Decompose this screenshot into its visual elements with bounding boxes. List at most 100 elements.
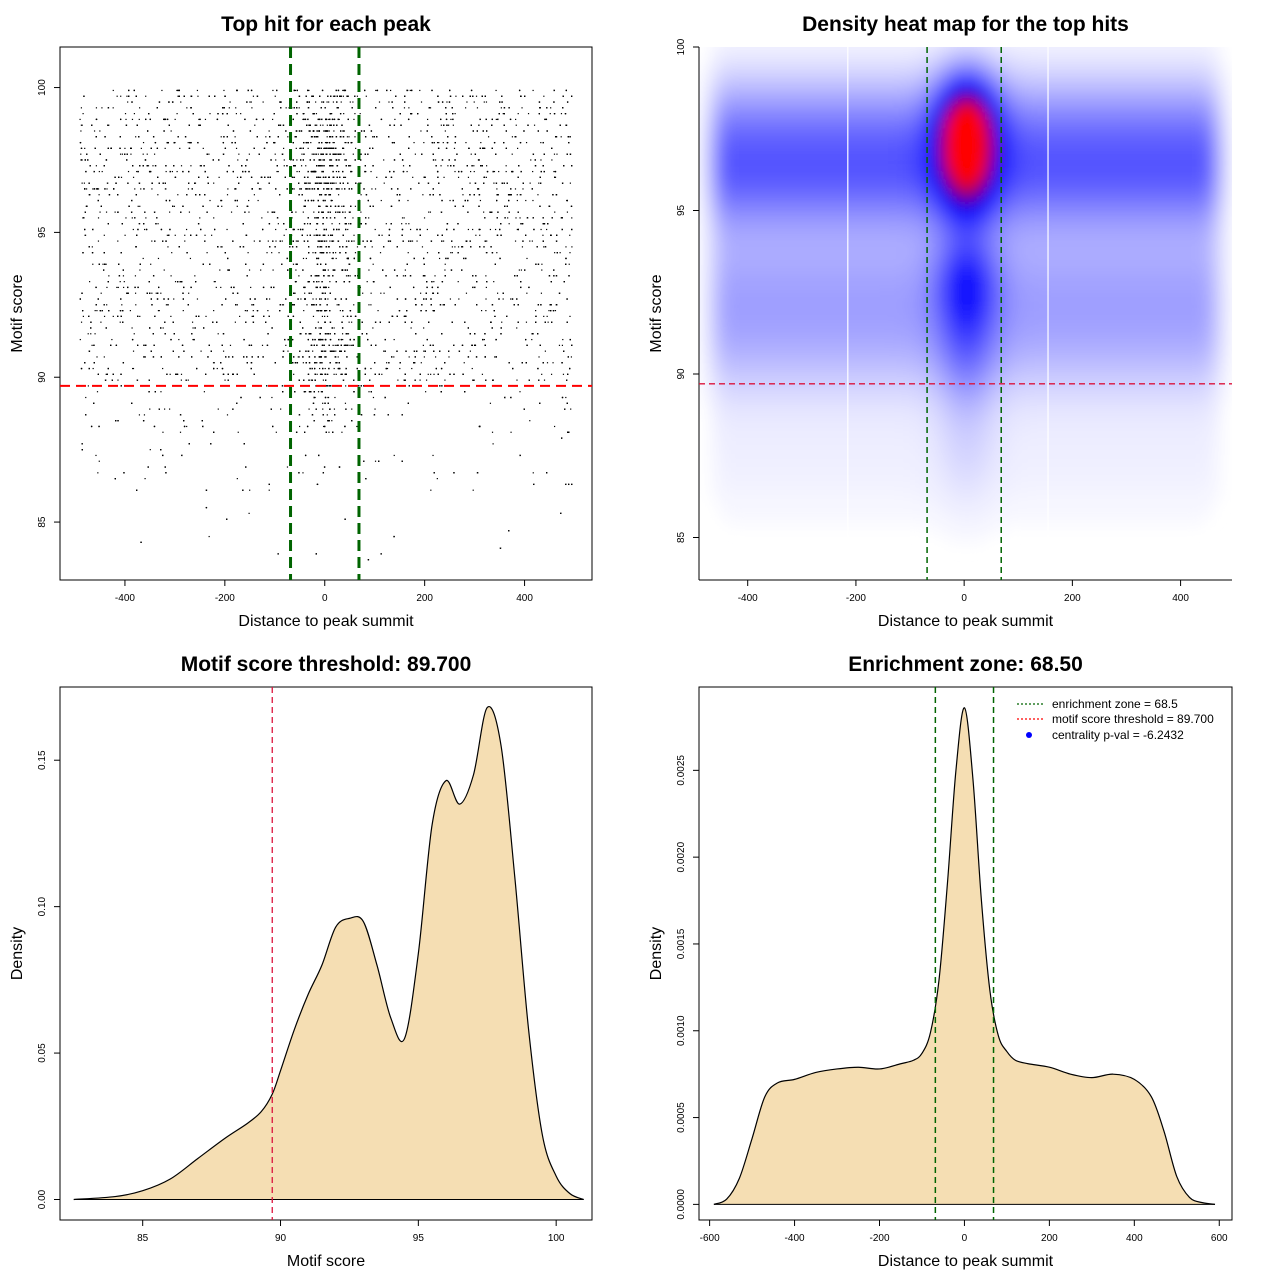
scatter-point	[494, 315, 496, 317]
scatter-point	[386, 362, 388, 364]
scatter-point	[174, 141, 176, 144]
scatter-point	[351, 344, 353, 346]
scatter-point	[125, 217, 127, 219]
scatter-point	[150, 263, 152, 265]
scatter-point	[80, 107, 83, 109]
scatter-point	[132, 228, 134, 231]
scatter-point	[376, 176, 378, 178]
scatter-point	[120, 95, 122, 97]
scatter-point	[511, 153, 513, 155]
scatter-point	[342, 147, 345, 149]
scatter-point	[315, 362, 317, 364]
scatter-point	[434, 356, 437, 358]
scatter-point	[345, 275, 348, 277]
scatter-point	[213, 310, 215, 312]
scatter-point	[552, 362, 554, 364]
scatter-point	[454, 170, 456, 173]
scatter-point	[353, 240, 355, 242]
scatter-point	[222, 350, 225, 352]
scatter-point	[538, 356, 540, 358]
scatter-point	[339, 310, 341, 312]
scatter-point	[194, 182, 197, 184]
scatter-point	[203, 391, 205, 393]
scatter-point	[375, 89, 377, 92]
scatter-point	[331, 420, 333, 422]
scatter-point	[214, 281, 216, 283]
scatter-point	[467, 176, 470, 178]
scatter-point	[525, 321, 528, 323]
scatter-point	[158, 310, 160, 312]
scatter-point	[335, 170, 338, 173]
scatter-point	[407, 252, 409, 254]
scatter-point	[558, 344, 561, 346]
scatter-point	[569, 234, 571, 236]
scatter-point	[180, 379, 182, 381]
scatter-point	[485, 275, 487, 277]
scatter-point	[540, 141, 542, 144]
scatter-point	[480, 310, 483, 312]
scatter-point	[327, 234, 330, 236]
scatter-point	[332, 95, 335, 97]
scatter-point	[319, 246, 321, 248]
scatter-point	[328, 286, 330, 289]
scatter-point	[562, 373, 565, 375]
scatter-point	[334, 344, 336, 346]
scatter-point	[119, 281, 121, 283]
scatter-point	[312, 350, 314, 352]
scatter-point	[335, 257, 337, 260]
scatter-point	[322, 240, 324, 242]
scatter-point	[319, 205, 321, 207]
scatter-point	[354, 252, 357, 254]
scatter-point	[319, 124, 322, 126]
scatter-point	[397, 379, 399, 381]
scatter-point	[162, 431, 164, 433]
scatter-point	[132, 367, 134, 370]
scatter-point	[239, 315, 241, 317]
scatter-point	[383, 292, 385, 294]
scatter-point	[267, 211, 269, 213]
scatter-point	[199, 217, 201, 219]
scatter-point	[495, 89, 497, 92]
scatter-point	[352, 101, 354, 103]
scatter-point	[353, 118, 355, 121]
scatter-point	[117, 240, 119, 242]
scatter-point	[126, 95, 128, 97]
scatter-point	[272, 89, 274, 92]
scatter-point	[331, 113, 333, 115]
scatter-point	[542, 234, 544, 236]
scatter-point	[531, 338, 533, 341]
scatter-point	[167, 246, 169, 248]
scatter-point	[311, 136, 314, 138]
scatter-point	[82, 217, 84, 219]
scatter-point	[544, 350, 546, 352]
scatter-point	[291, 211, 294, 213]
scatter-point	[226, 228, 228, 231]
scatter-point	[354, 136, 356, 138]
scatter-point	[127, 101, 129, 103]
scatter-point	[298, 275, 300, 277]
scatter-point	[275, 240, 277, 242]
scatter-point	[276, 170, 278, 173]
scatter-point	[342, 338, 344, 341]
scatter-point	[134, 292, 137, 294]
scatter-point	[192, 338, 194, 341]
scatter-point	[105, 373, 107, 375]
scatter-point	[298, 170, 300, 173]
scatter-point	[95, 107, 98, 109]
scatter-point	[349, 165, 352, 167]
scatter-point	[162, 367, 164, 370]
scatter-point	[326, 333, 328, 335]
scatter-point	[343, 113, 345, 115]
scatter-point	[306, 304, 308, 306]
scatter-point	[303, 310, 305, 312]
scatter-point	[112, 315, 114, 317]
scatter-point	[473, 101, 475, 103]
scatter-point	[432, 454, 434, 457]
scatter-point	[280, 408, 282, 410]
scatter-point	[81, 182, 83, 184]
scatter-point	[166, 234, 168, 236]
scatter-point	[401, 217, 404, 219]
scatter-point	[220, 136, 222, 138]
scatter-point	[519, 217, 521, 219]
scatter-point	[142, 153, 144, 155]
